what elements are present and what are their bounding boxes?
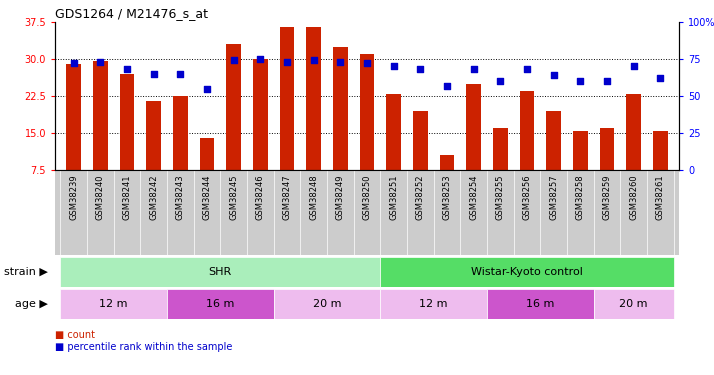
Point xyxy=(361,60,373,66)
Point xyxy=(548,72,559,78)
Bar xyxy=(173,96,188,170)
Text: 16 m: 16 m xyxy=(526,299,555,309)
Point xyxy=(415,66,426,72)
Point xyxy=(521,66,533,72)
Bar xyxy=(360,54,374,170)
Point xyxy=(655,75,666,81)
Bar xyxy=(120,74,134,170)
Text: GSM38254: GSM38254 xyxy=(469,174,478,220)
Bar xyxy=(167,289,273,319)
Point xyxy=(308,57,319,63)
Point xyxy=(441,82,453,88)
Text: ■ count: ■ count xyxy=(55,330,95,340)
Text: 12 m: 12 m xyxy=(419,299,448,309)
Text: 12 m: 12 m xyxy=(99,299,128,309)
Bar xyxy=(493,128,508,170)
Point xyxy=(175,71,186,77)
Bar xyxy=(333,46,348,170)
Text: GSM38253: GSM38253 xyxy=(443,174,451,220)
Point xyxy=(95,59,106,65)
Text: GSM38257: GSM38257 xyxy=(549,174,558,220)
Text: GSM38246: GSM38246 xyxy=(256,174,265,220)
Text: Wistar-Kyoto control: Wistar-Kyoto control xyxy=(471,267,583,277)
Text: strain ▶: strain ▶ xyxy=(4,267,48,277)
Text: GSM38255: GSM38255 xyxy=(496,174,505,220)
Text: GSM38258: GSM38258 xyxy=(575,174,585,220)
Point xyxy=(388,63,399,69)
Bar xyxy=(487,289,593,319)
Text: ■ percentile rank within the sample: ■ percentile rank within the sample xyxy=(55,342,232,352)
Text: GSM38241: GSM38241 xyxy=(123,174,131,220)
Point xyxy=(68,60,79,66)
Point xyxy=(601,78,613,84)
Text: GSM38250: GSM38250 xyxy=(363,174,371,220)
Bar xyxy=(280,27,294,170)
Text: GSM38248: GSM38248 xyxy=(309,174,318,220)
Point xyxy=(468,66,479,72)
Text: SHR: SHR xyxy=(208,267,232,277)
Bar xyxy=(253,59,268,170)
Point xyxy=(575,78,586,84)
Text: GSM38240: GSM38240 xyxy=(96,174,105,220)
Bar xyxy=(61,257,381,287)
Bar xyxy=(386,93,401,170)
Bar xyxy=(93,62,108,170)
Text: GSM38249: GSM38249 xyxy=(336,174,345,220)
Text: GSM38242: GSM38242 xyxy=(149,174,159,220)
Text: GSM38260: GSM38260 xyxy=(629,174,638,220)
Point xyxy=(281,59,293,65)
Bar xyxy=(440,155,454,170)
Point xyxy=(335,59,346,65)
Point xyxy=(255,56,266,62)
Text: GSM38245: GSM38245 xyxy=(229,174,238,220)
Text: GSM38252: GSM38252 xyxy=(416,174,425,220)
Bar xyxy=(306,27,321,170)
Text: GSM38243: GSM38243 xyxy=(176,174,185,220)
Bar xyxy=(593,289,674,319)
Bar xyxy=(546,111,561,170)
Point xyxy=(201,86,213,92)
Text: GSM38247: GSM38247 xyxy=(283,174,291,220)
Bar xyxy=(600,128,614,170)
Text: age ▶: age ▶ xyxy=(15,299,48,309)
Bar xyxy=(653,130,668,170)
Bar xyxy=(466,84,481,170)
Text: GSM38239: GSM38239 xyxy=(69,174,78,220)
Bar xyxy=(520,91,534,170)
Text: GSM38261: GSM38261 xyxy=(656,174,665,220)
Text: 20 m: 20 m xyxy=(620,299,648,309)
Bar xyxy=(146,101,161,170)
Text: 16 m: 16 m xyxy=(206,299,234,309)
Bar xyxy=(381,289,487,319)
Bar xyxy=(200,138,214,170)
Point xyxy=(228,57,239,63)
Bar xyxy=(226,44,241,170)
Text: GSM38251: GSM38251 xyxy=(389,174,398,220)
Bar xyxy=(381,257,674,287)
Bar xyxy=(413,111,428,170)
Text: GSM38244: GSM38244 xyxy=(203,174,211,220)
Bar xyxy=(273,289,381,319)
Text: GSM38256: GSM38256 xyxy=(523,174,531,220)
Text: GDS1264 / M21476_s_at: GDS1264 / M21476_s_at xyxy=(55,7,208,20)
Point xyxy=(495,78,506,84)
Point xyxy=(628,63,639,69)
Bar xyxy=(573,130,588,170)
Bar xyxy=(61,289,167,319)
Point xyxy=(148,71,159,77)
Text: GSM38259: GSM38259 xyxy=(603,174,611,220)
Text: 20 m: 20 m xyxy=(313,299,341,309)
Bar xyxy=(626,93,641,170)
Bar xyxy=(66,64,81,170)
Point xyxy=(121,66,133,72)
